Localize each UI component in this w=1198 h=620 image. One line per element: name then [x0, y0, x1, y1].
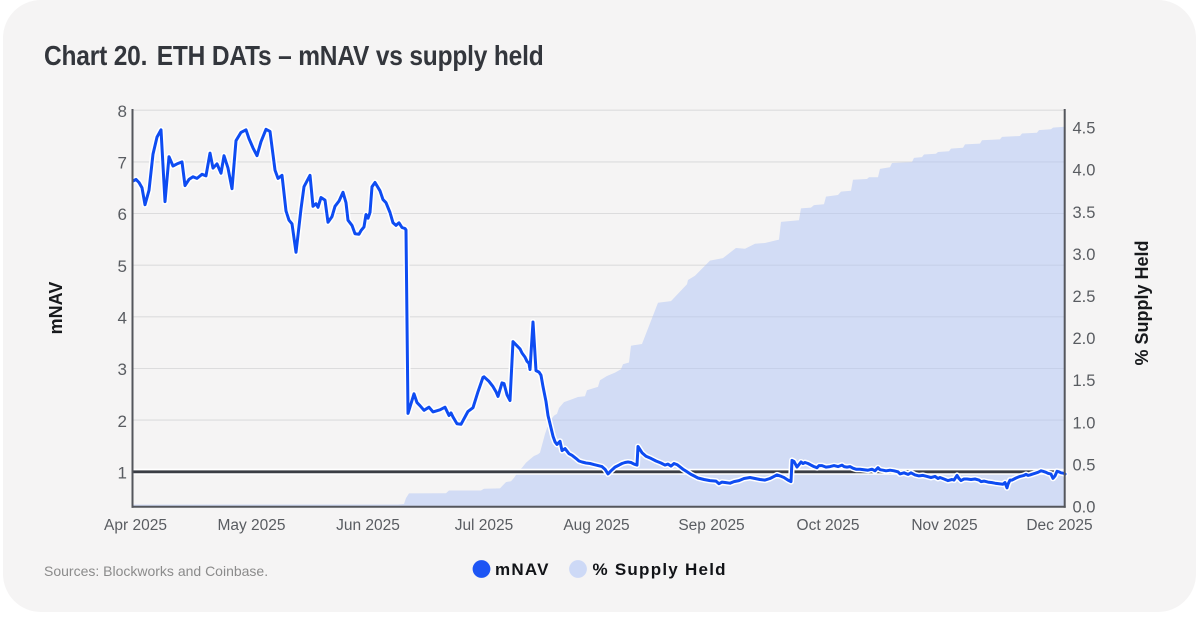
- svg-text:Jul 2025: Jul 2025: [455, 517, 514, 534]
- svg-text:2.5: 2.5: [1073, 288, 1096, 306]
- svg-text:mNAV: mNAV: [495, 560, 550, 579]
- svg-text:4: 4: [118, 309, 127, 328]
- svg-text:1.0: 1.0: [1073, 414, 1096, 432]
- svg-text:Nov 2025: Nov 2025: [911, 517, 977, 534]
- svg-text:3.5: 3.5: [1073, 204, 1096, 222]
- svg-text:Apr 2025: Apr 2025: [104, 517, 167, 534]
- svg-text:3: 3: [118, 360, 127, 379]
- svg-text:2: 2: [118, 412, 127, 431]
- svg-text:mNAV: mNAV: [46, 282, 66, 335]
- svg-text:0.0: 0.0: [1073, 499, 1096, 517]
- svg-text:Aug 2025: Aug 2025: [563, 517, 629, 534]
- svg-text:5: 5: [118, 257, 127, 276]
- svg-text:1.5: 1.5: [1073, 372, 1096, 390]
- svg-text:6: 6: [118, 205, 127, 224]
- svg-text:% Supply Held: % Supply Held: [1132, 240, 1152, 365]
- svg-text:May 2025: May 2025: [217, 517, 285, 534]
- svg-text:Jun 2025: Jun 2025: [336, 517, 400, 534]
- svg-text:1: 1: [118, 464, 127, 483]
- svg-text:7: 7: [118, 154, 127, 173]
- svg-text:4.0: 4.0: [1073, 162, 1096, 180]
- svg-text:4.5: 4.5: [1073, 120, 1096, 138]
- svg-text:Sep 2025: Sep 2025: [678, 517, 744, 534]
- svg-text:% Supply Held: % Supply Held: [593, 560, 727, 579]
- svg-text:3.0: 3.0: [1073, 246, 1096, 264]
- svg-text:Oct 2025: Oct 2025: [797, 517, 860, 534]
- svg-text:2.0: 2.0: [1073, 330, 1096, 348]
- svg-text:Dec 2025: Dec 2025: [1026, 517, 1092, 534]
- svg-text:0.5: 0.5: [1073, 456, 1096, 474]
- svg-text:8: 8: [118, 102, 127, 121]
